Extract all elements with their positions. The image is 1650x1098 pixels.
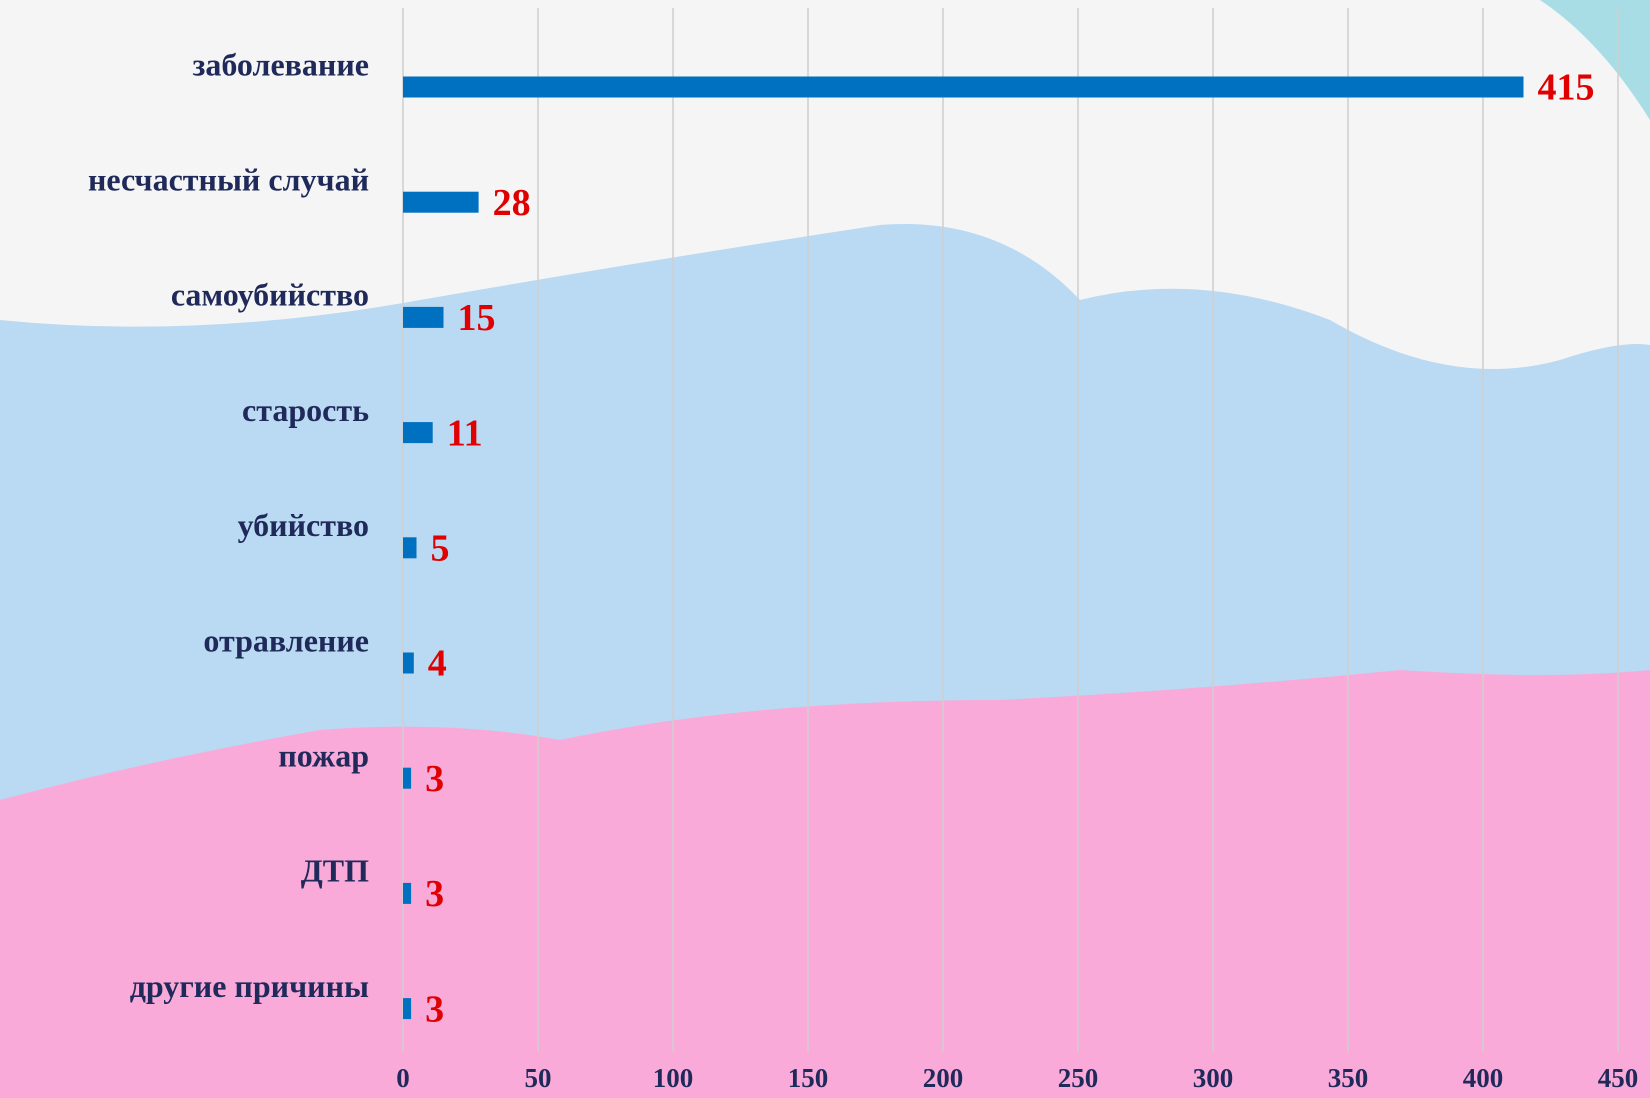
y-tick-label: несчастный случай: [88, 162, 369, 198]
bar: [403, 422, 433, 444]
x-tick-label: 300: [1193, 1063, 1234, 1093]
value-label: 28: [493, 182, 531, 224]
y-tick-label: заболевание: [192, 46, 369, 82]
value-label: 3: [425, 873, 444, 915]
y-tick-label: старость: [242, 392, 369, 428]
y-tick-label: отравление: [203, 622, 369, 658]
x-tick-label: 150: [788, 1063, 829, 1093]
bar: [403, 537, 417, 559]
y-tick-label: другие причины: [130, 968, 369, 1004]
x-tick-label: 200: [923, 1063, 964, 1093]
x-tick-label: 400: [1463, 1063, 1504, 1093]
x-tick-label: 0: [396, 1063, 410, 1093]
bar: [403, 767, 412, 789]
bar: [403, 652, 414, 674]
bar: [403, 76, 1524, 98]
value-label: 4: [428, 643, 447, 685]
background-corner: [1540, 0, 1650, 120]
value-label: 11: [447, 412, 483, 454]
value-label: 15: [458, 297, 496, 339]
y-tick-label: ДТП: [301, 853, 369, 889]
value-label: 415: [1538, 67, 1595, 109]
y-tick-label: самоубийство: [171, 277, 369, 313]
bar: [403, 191, 479, 213]
x-tick-label: 50: [525, 1063, 552, 1093]
bar: [403, 998, 412, 1020]
y-tick-label: пожар: [278, 738, 369, 774]
x-tick-label: 100: [653, 1063, 694, 1093]
x-tick-label: 450: [1598, 1063, 1639, 1093]
bar: [403, 306, 444, 328]
value-label: 3: [425, 758, 444, 800]
value-label: 3: [425, 988, 444, 1030]
value-label: 5: [431, 528, 450, 570]
background-pink: [0, 670, 1650, 1098]
y-tick-label: убийство: [238, 507, 369, 543]
x-tick-label: 350: [1328, 1063, 1369, 1093]
bar: [403, 882, 412, 904]
x-tick-label: 250: [1058, 1063, 1099, 1093]
